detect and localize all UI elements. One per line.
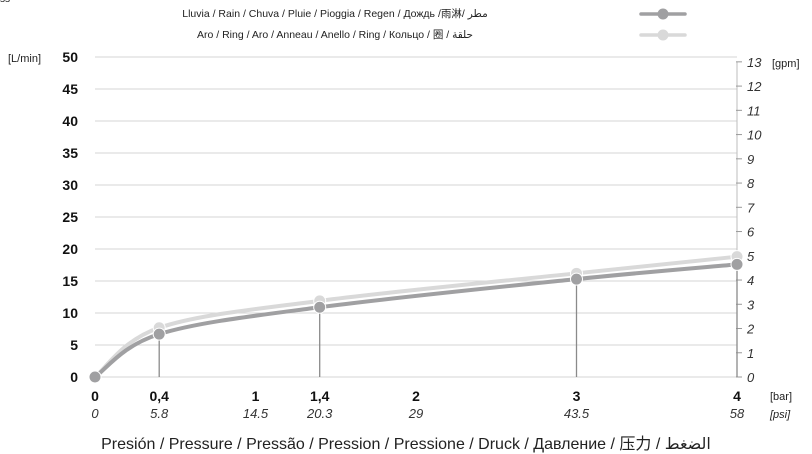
y-right-tick-label: 2 <box>746 322 755 337</box>
y-left-tick-label: 0 <box>70 369 78 385</box>
x-unit-bar: [bar] <box>770 391 792 403</box>
y-right-tick-label: 0 <box>747 370 755 385</box>
x-tick-label-bar: 1 <box>252 388 260 404</box>
y-left-tick-label: 50 <box>62 49 78 65</box>
y-right-tick-label: 13 <box>747 55 762 70</box>
y-left-unit: [L/min] <box>8 53 41 65</box>
data-point <box>88 370 102 384</box>
x-tick-label-bar: 4 <box>733 388 741 404</box>
x-tick-label-psi: 43.5 <box>564 406 590 421</box>
data-point <box>313 300 327 314</box>
x-axis-title: Presión / Pressure / Pressão / Pression … <box>101 436 711 453</box>
y-left-tick-label: 25 <box>62 209 78 225</box>
x-unit-psi: [psi] <box>769 409 791 421</box>
x-tick-label-bar: 3 <box>573 388 581 404</box>
x-tick-label-psi: 5.8 <box>150 406 169 421</box>
y-right-tick-label: 4 <box>747 273 754 288</box>
y-left-tick-label: 45 <box>62 81 78 97</box>
y-right-tick-label: 3 <box>747 297 755 312</box>
legend-swatch-dot <box>657 8 669 20</box>
x-tick-label-psi: 0 <box>91 406 99 421</box>
x-tick-label-bar: 0,4 <box>149 388 169 404</box>
legend-label-ring: Aro / Ring / Aro / Anneau / Anello / Rin… <box>196 29 473 41</box>
y-right-tick-label: 6 <box>747 225 755 240</box>
y-left-tick-label: 20 <box>62 241 78 257</box>
y-right-tick-label: 5 <box>747 249 755 264</box>
y-right-tick-label: 11 <box>747 103 761 118</box>
corner-label: ss <box>0 0 10 5</box>
y-right-unit: [gpm] <box>772 58 800 70</box>
series-line <box>93 254 739 379</box>
y-left-tick-label: 15 <box>62 273 78 289</box>
y-left-tick-label: 5 <box>70 337 78 353</box>
data-point <box>570 272 583 286</box>
legend-swatch-dot <box>657 29 669 41</box>
x-tick-label-bar: 0 <box>91 388 99 404</box>
x-tick-label-psi: 29 <box>408 406 423 421</box>
y-right-tick-label: 8 <box>747 176 755 191</box>
y-right-tick-label: 1 <box>747 346 754 361</box>
x-tick-label-bar: 1,4 <box>310 388 330 404</box>
x-tick-label-psi: 58 <box>730 406 745 421</box>
y-left-tick-label: 30 <box>62 177 78 193</box>
y-right-tick-label: 10 <box>747 128 762 143</box>
y-left-tick-label: 10 <box>62 305 78 321</box>
y-left-tick-label: 40 <box>62 113 78 129</box>
legend-label-rain: Lluvia / Rain / Chuva / Pluie / Pioggia … <box>182 8 488 20</box>
y-right-tick-label: 7 <box>747 200 755 215</box>
data-point <box>152 327 166 341</box>
x-tick-label-bar: 2 <box>412 388 420 404</box>
data-point <box>730 257 744 271</box>
y-left-tick-label: 35 <box>62 145 78 161</box>
x-tick-label-psi: 20.3 <box>306 406 333 421</box>
series-line <box>93 262 739 379</box>
x-tick-label-psi: 14.5 <box>243 406 269 421</box>
y-right-tick-label: 12 <box>747 79 762 94</box>
y-right-tick-label: 9 <box>747 152 754 167</box>
